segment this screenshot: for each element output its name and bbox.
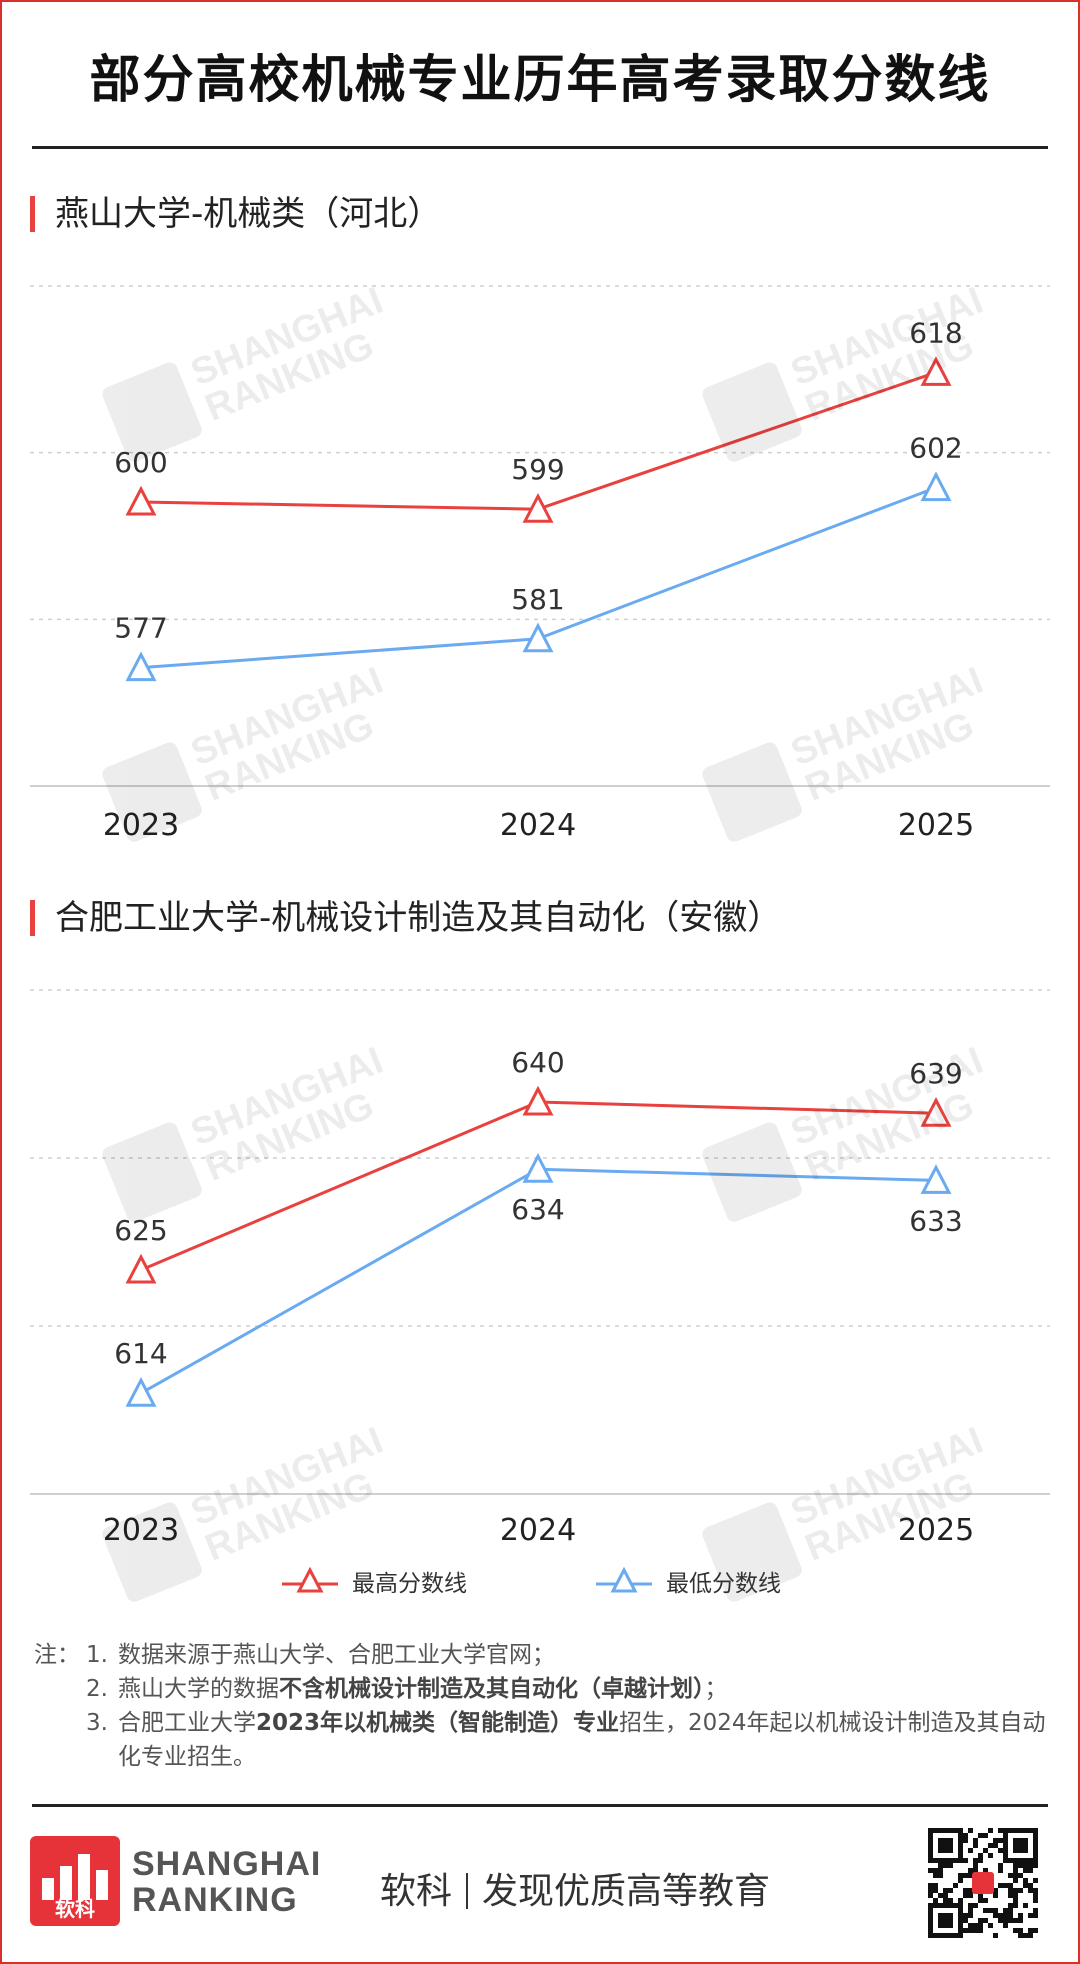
qr-code-icon <box>928 1828 1038 1938</box>
data-label: 633 <box>909 1204 962 1237</box>
data-label: 634 <box>511 1193 564 1226</box>
chart2-title: 合肥工业大学-机械设计制造及其自动化（安徽） <box>30 900 781 936</box>
x-tick-label: 2025 <box>898 1513 974 1548</box>
data-point-min <box>125 651 157 682</box>
data-point-max <box>522 492 554 523</box>
data-label: 640 <box>511 1046 564 1079</box>
data-label: 625 <box>114 1214 167 1247</box>
data-point-max <box>125 1253 157 1284</box>
data-point-min <box>522 622 554 653</box>
data-label: 639 <box>909 1057 962 1090</box>
data-label: 618 <box>909 316 962 349</box>
x-tick-label: 2023 <box>103 1513 179 1548</box>
page-title: 部分高校机械专业历年高考录取分数线 <box>89 51 991 110</box>
chart2-plot: 2023 2024 2025 625 640 639 614 634 633 <box>30 989 1050 1548</box>
footnotes: 注： 1. 数据来源于燕山大学、合肥工业大学官网； 2. 燕山大学的数据不含机械… <box>34 1638 1054 1774</box>
triangle-marker-icon <box>596 1566 652 1593</box>
legend-label-max: 最高分数线 <box>352 1571 467 1597</box>
data-label: 577 <box>114 612 167 645</box>
data-label: 600 <box>114 446 167 479</box>
data-point-max <box>920 1096 952 1127</box>
data-point-min <box>920 1164 952 1194</box>
brand-name: SHANGHAI RANKING <box>132 1845 322 1919</box>
footnote-3: 3. 合肥工业大学2023年以机械类（智能制造）专业招生，2024年起以机械设计… <box>86 1710 1046 1770</box>
chart-legend: 最高分数线 最低分数线 <box>0 1564 1080 1604</box>
legend-label-min: 最低分数线 <box>666 1571 781 1597</box>
data-label: 602 <box>909 432 962 465</box>
data-label: 581 <box>511 583 564 616</box>
x-tick-label: 2025 <box>898 808 974 843</box>
data-label: 614 <box>114 1337 167 1370</box>
chart1-title: 燕山大学-机械类（河北） <box>30 196 441 232</box>
data-point-min <box>920 471 952 502</box>
data-point-max <box>920 356 952 386</box>
shanghai-ranking-logo-icon: 软科 <box>30 1836 120 1926</box>
data-point-min <box>125 1376 157 1407</box>
footnote-1: 注： 1. 数据来源于燕山大学、合肥工业大学官网； <box>34 1642 555 1668</box>
title-divider <box>32 146 1048 149</box>
slogan: 软科 发现优质高等教育 <box>380 1871 771 1912</box>
legend-item-max: 最高分数线 <box>282 1564 467 1598</box>
chart1-plot: 2023 2024 2025 600 599 618 577 581 602 <box>30 285 1050 843</box>
data-point-max <box>125 485 157 516</box>
footnote-2: 2. 燕山大学的数据不含机械设计制造及其自动化（卓越计划）； <box>86 1676 728 1702</box>
data-point-min <box>522 1152 554 1183</box>
x-tick-label: 2024 <box>500 808 576 843</box>
data-label: 599 <box>511 453 564 486</box>
data-point-max <box>522 1085 554 1116</box>
logo-text: 软科 <box>55 1897 95 1921</box>
triangle-marker-icon <box>282 1566 338 1593</box>
x-tick-label: 2024 <box>500 1513 576 1548</box>
x-tick-label: 2023 <box>103 808 179 843</box>
legend-item-min: 最低分数线 <box>596 1564 781 1598</box>
footer-divider <box>32 1804 1048 1807</box>
